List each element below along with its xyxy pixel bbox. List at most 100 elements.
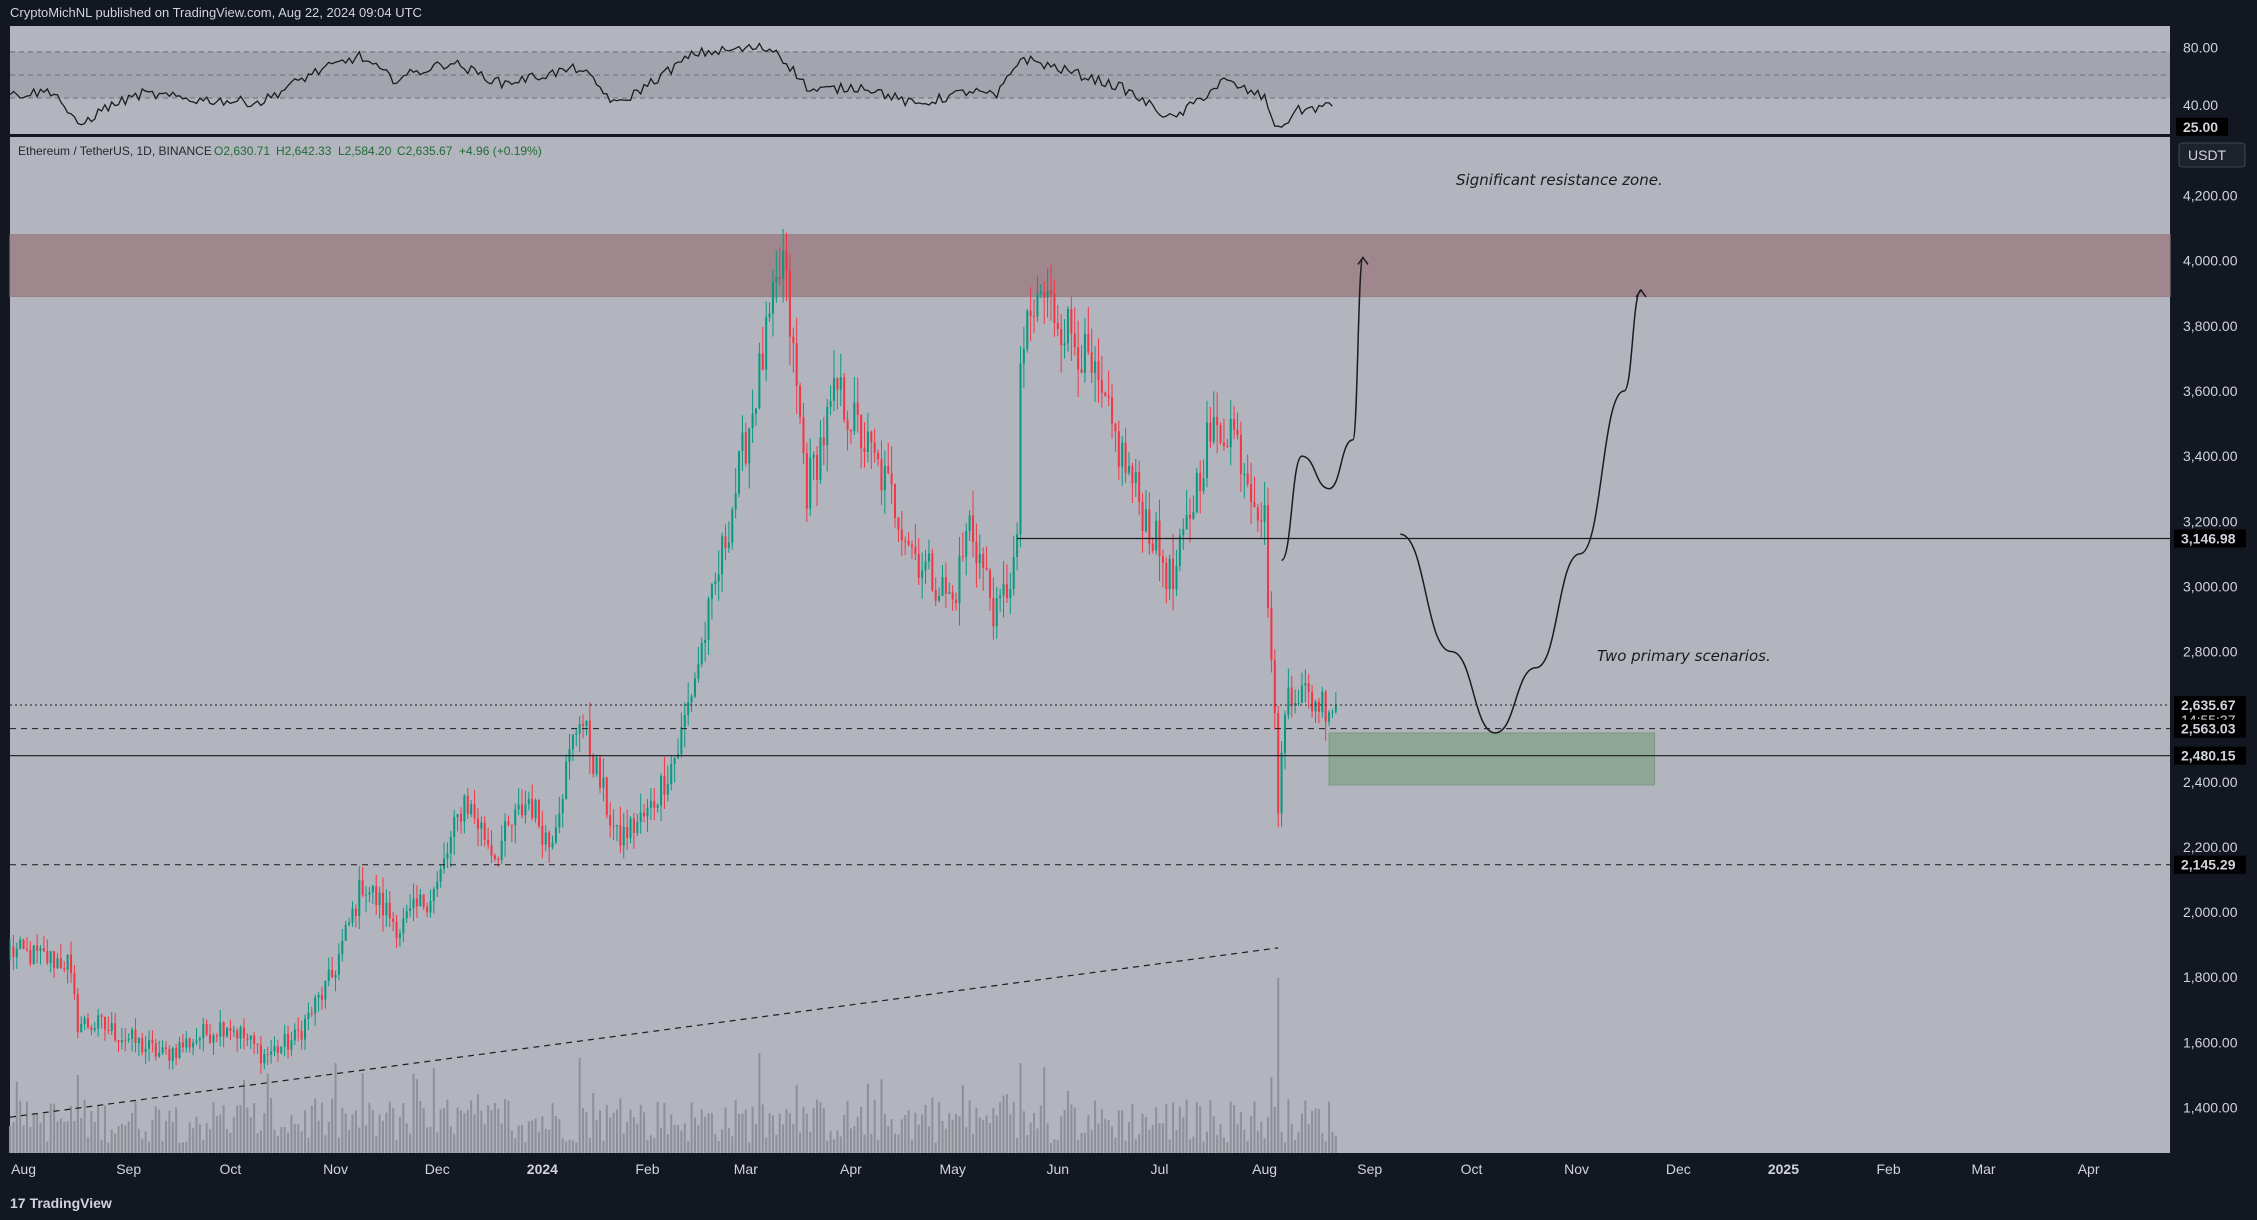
volume-bar: [816, 1099, 819, 1153]
volume-bar: [1300, 1113, 1303, 1153]
candle: [426, 902, 429, 918]
volume-bar: [1270, 1077, 1273, 1153]
time-tick-label: Nov: [1564, 1161, 1589, 1177]
candle: [1202, 459, 1205, 495]
candle: [1300, 672, 1303, 704]
candle: [331, 957, 334, 979]
candle: [1138, 460, 1141, 516]
candle: [1127, 452, 1131, 476]
volume-bar: [768, 1113, 771, 1153]
candle: [639, 793, 642, 834]
candle: [1205, 400, 1209, 488]
candle: [283, 1024, 286, 1057]
volume-bar: [1331, 1131, 1334, 1153]
currency-label-box[interactable]: [2178, 142, 2246, 168]
candle: [1165, 557, 1168, 604]
volume-bar: [388, 1101, 391, 1153]
legend-close: C2,635.67: [397, 144, 453, 158]
price-tick-label: 2,800.00: [2183, 644, 2238, 660]
volume-bar: [436, 1132, 439, 1153]
volume-bar: [554, 1116, 557, 1153]
volume-bar: [1111, 1126, 1114, 1153]
candle: [558, 796, 561, 833]
candle: [1107, 370, 1110, 407]
candle: [816, 445, 819, 507]
candle: [761, 327, 764, 371]
scenario-1-path[interactable]: [1280, 256, 1364, 562]
level-price-badge: [2174, 746, 2246, 765]
volume-bar: [846, 1100, 849, 1153]
candle: [1256, 503, 1259, 532]
volume-bar: [524, 1141, 527, 1153]
volume-bar: [917, 1124, 920, 1153]
volume-bar: [568, 1139, 571, 1153]
volume-bar: [697, 1125, 700, 1153]
volume-bar: [158, 1109, 161, 1153]
time-tick-label: 2025: [1768, 1161, 1799, 1177]
candle: [1192, 495, 1195, 520]
candle: [1287, 668, 1290, 720]
candle: [514, 803, 517, 844]
scenario-2-path[interactable]: [1400, 289, 1642, 734]
volume-bar: [765, 1137, 768, 1153]
volume-bar: [700, 1109, 703, 1153]
volume-bar: [290, 1114, 293, 1153]
candle: [1016, 522, 1019, 571]
ascending-trendline[interactable]: [9, 947, 1279, 1118]
volume-bar: [1016, 1137, 1019, 1153]
volume-bar: [215, 1115, 218, 1153]
rsi-line[interactable]: [9, 42, 1333, 128]
volume-bar: [25, 1101, 28, 1153]
candle: [8, 938, 12, 961]
candle: [222, 1021, 225, 1048]
level-price-label: 2,480.15: [2181, 748, 2236, 764]
candle: [666, 765, 669, 802]
volume-bar: [1209, 1100, 1212, 1153]
candle: [232, 1025, 235, 1037]
candle: [995, 587, 998, 639]
candle: [1012, 535, 1015, 596]
volume-bar: [1009, 1114, 1012, 1153]
support-zone[interactable]: [1328, 732, 1656, 786]
candle: [49, 950, 52, 973]
candle: [900, 510, 903, 557]
candle: [1124, 427, 1127, 484]
candle: [1111, 383, 1114, 439]
volume-bar: [690, 1102, 693, 1153]
candle: [799, 382, 802, 425]
time-tick-label: Aug: [1252, 1161, 1277, 1177]
time-tick-label: May: [939, 1161, 965, 1177]
volume-bar: [1328, 1101, 1331, 1153]
candle: [480, 816, 483, 847]
tradingview-logo[interactable]: 17 TradingView: [10, 1195, 112, 1211]
time-axis[interactable]: [0, 1153, 2172, 1187]
candle: [168, 1045, 171, 1070]
volume-bar: [365, 1125, 368, 1153]
candle: [273, 1036, 276, 1057]
volume-bar: [836, 1130, 839, 1153]
volume-bar: [1195, 1102, 1198, 1153]
candle: [693, 672, 696, 698]
volume-bar: [629, 1109, 632, 1153]
candle: [656, 803, 659, 813]
volume-bar: [565, 1141, 568, 1153]
candle: [985, 546, 988, 571]
price-chart[interactable]: 4,200.00 4,000.00 3,800.00 3,600.00 3,400.00…: [0, 0, 2257, 1187]
candle: [405, 904, 408, 924]
volume-bar: [178, 1142, 181, 1153]
candle: [151, 1030, 154, 1053]
candle: [114, 1012, 117, 1043]
volume-bar: [351, 1114, 354, 1153]
candle: [788, 253, 791, 366]
volume-bar: [429, 1126, 432, 1153]
candle: [198, 1036, 201, 1050]
price-axis[interactable]: [2172, 26, 2257, 1187]
candle: [161, 1040, 164, 1055]
volume-bar: [46, 1141, 49, 1153]
price-tick-label: 1,600.00: [2183, 1034, 2238, 1050]
candle: [1148, 492, 1151, 555]
resistance-zone[interactable]: [9, 234, 2171, 298]
volume-bar: [263, 1113, 266, 1153]
volume-bar: [822, 1107, 825, 1153]
candle: [144, 1035, 147, 1065]
